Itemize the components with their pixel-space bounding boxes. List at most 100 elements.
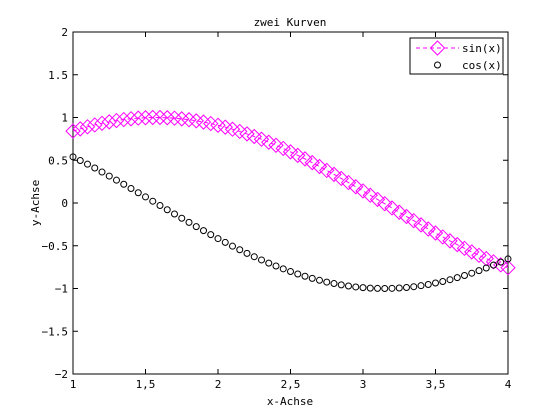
data-point-sinx [442, 233, 458, 249]
series-layer [65, 109, 516, 292]
data-point-sinx [137, 110, 154, 126]
data-point-sinx [456, 240, 473, 257]
data-point-cosx [156, 201, 164, 209]
data-point-cosx [236, 246, 244, 254]
data-point-sinx [65, 123, 81, 139]
data-point-sinx [485, 254, 502, 270]
data-point-cosx [395, 284, 403, 292]
y-tick-label: −2 [55, 368, 68, 381]
legend-cos-label: cos(x) [462, 59, 502, 72]
data-point-sinx [464, 244, 480, 260]
data-point-cosx [200, 227, 207, 235]
data-point-sinx [166, 110, 183, 126]
x-axis-label: x-Achse [267, 395, 313, 408]
data-point-cosx [475, 267, 483, 275]
y-tick-label: 0.5 [48, 154, 68, 167]
data-point-cosx [127, 184, 135, 192]
legend-sin-label: sin(x) [462, 42, 502, 55]
data-point-sinx [261, 134, 277, 150]
data-point-cosx [105, 172, 113, 180]
data-point-cosx [461, 272, 468, 280]
data-point-sinx [268, 137, 284, 153]
series-sinx [65, 109, 516, 276]
data-point-cosx [490, 261, 497, 269]
x-tick-label: 2 [215, 378, 222, 391]
data-point-cosx [229, 242, 236, 250]
data-point-cosx [446, 276, 454, 284]
data-point-cosx [185, 218, 193, 226]
data-point-sinx [355, 183, 371, 199]
y-tick-label: 0 [61, 197, 68, 210]
y-tick-labels: −2 −1.5 −1 −0.5 0 0.5 1 1.5 2 [42, 26, 69, 381]
data-point-cosx [308, 274, 316, 282]
x-tick-label: 3,5 [426, 378, 446, 391]
data-point-sinx [435, 229, 451, 245]
data-point-cosx [178, 214, 186, 222]
data-point-cosx [410, 283, 418, 291]
data-point-sinx [174, 111, 190, 127]
y-tick-label: 2 [61, 26, 68, 39]
data-point-sinx [326, 166, 342, 183]
series-cosx [69, 153, 512, 292]
data-point-sinx [311, 158, 328, 175]
data-point-cosx [352, 283, 360, 291]
data-point-sinx [116, 111, 132, 128]
data-point-cosx [243, 249, 251, 257]
y-tick-label: −0.5 [42, 240, 69, 253]
data-point-sinx [94, 115, 110, 132]
data-point-cosx [359, 284, 367, 292]
data-point-sinx [123, 111, 139, 127]
data-point-cosx [214, 235, 222, 243]
data-point-sinx [493, 257, 509, 273]
x-tick-label: 3 [360, 378, 367, 391]
data-point-cosx [417, 282, 425, 290]
y-tick-label: −1.5 [42, 325, 69, 338]
data-point-cosx [279, 265, 287, 273]
data-point-sinx [130, 110, 146, 126]
data-point-sinx [101, 114, 117, 130]
data-point-cosx [69, 153, 77, 161]
data-point-sinx [500, 260, 516, 276]
y-tick-label: −1 [55, 283, 68, 296]
data-point-cosx [439, 277, 447, 285]
data-point-cosx [149, 197, 157, 205]
data-point-sinx [478, 250, 494, 267]
legend-cos-marker [434, 61, 441, 69]
data-point-cosx [366, 284, 374, 292]
data-point-sinx [449, 236, 465, 253]
data-point-cosx [381, 285, 389, 292]
x-tick-label: 4 [505, 378, 512, 391]
data-point-cosx [272, 262, 280, 270]
data-point-sinx [108, 112, 125, 129]
data-point-sinx [282, 144, 299, 160]
data-point-cosx [424, 280, 432, 288]
data-point-cosx [468, 269, 476, 277]
data-point-sinx [275, 140, 291, 157]
data-point-cosx [134, 189, 142, 197]
data-point-cosx [84, 160, 91, 168]
legend-sin-marker [429, 40, 446, 56]
data-point-sinx [297, 151, 313, 167]
data-point-cosx [330, 280, 338, 288]
chart-title: zwei Kurven [254, 16, 327, 29]
data-point-sinx [420, 221, 436, 237]
data-point-cosx [163, 206, 171, 214]
data-point-sinx [304, 154, 320, 171]
data-point-cosx [98, 168, 106, 176]
data-point-sinx [362, 187, 378, 203]
data-point-cosx [323, 278, 331, 286]
data-point-cosx [504, 255, 512, 263]
data-point-sinx [384, 200, 400, 216]
data-point-sinx [471, 247, 487, 264]
data-point-cosx [337, 281, 345, 289]
data-point-cosx [294, 270, 302, 278]
data-point-cosx [374, 284, 381, 292]
data-point-cosx [432, 279, 439, 287]
data-point-cosx [287, 267, 294, 275]
data-point-cosx [142, 193, 149, 201]
data-point-sinx [348, 179, 364, 195]
data-point-cosx [301, 272, 309, 280]
axis-ticks [72, 31, 509, 375]
data-point-cosx [316, 276, 323, 284]
